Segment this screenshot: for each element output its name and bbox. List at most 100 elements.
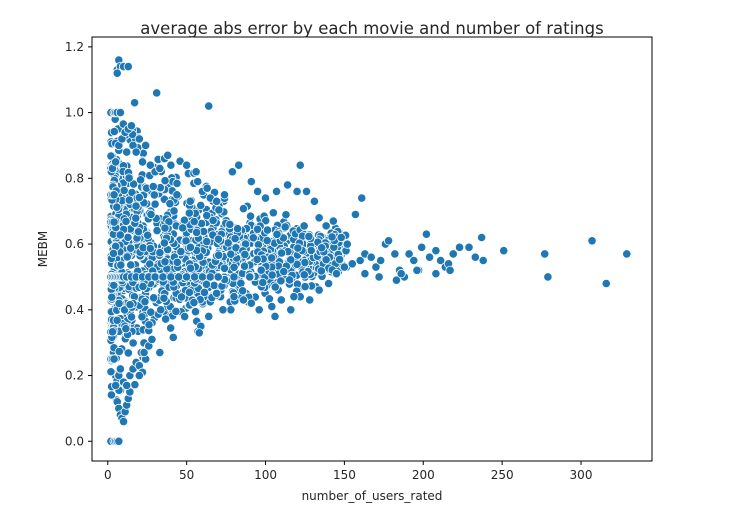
scatter-point [139, 347, 149, 358]
scatter-point [421, 229, 432, 239]
scatter-point [383, 236, 394, 246]
scatter-point [339, 262, 349, 272]
scatter-point [146, 209, 156, 220]
scatter-point [454, 242, 465, 252]
scatter-point [118, 416, 129, 427]
scatter-point [248, 233, 258, 243]
scatter-point [238, 204, 249, 214]
scatter-point [150, 272, 160, 282]
scatter-point [464, 242, 474, 252]
scatter-point [134, 192, 144, 203]
x-tick-label: 50 [179, 468, 194, 482]
scatter-point [189, 272, 200, 282]
scatter-point [192, 227, 202, 238]
scatter-point [202, 210, 212, 221]
scatter-point [204, 311, 214, 321]
scatter-point [199, 287, 210, 297]
scatter-point [184, 287, 195, 297]
scatter-point [109, 126, 119, 137]
scatter-point [267, 270, 277, 280]
scatter-point [116, 260, 126, 270]
scatter-point [229, 272, 239, 282]
scatter-point [149, 293, 159, 303]
scatter-point [270, 311, 280, 321]
scatter-point [123, 61, 133, 72]
scatter-point [391, 275, 402, 285]
scatter-point [137, 157, 148, 167]
scatter-point [219, 190, 230, 200]
scatter-point [114, 346, 124, 357]
scatter-point [214, 205, 224, 215]
scatter-point [182, 160, 192, 170]
scatter-point [347, 259, 357, 269]
scatter-point [205, 272, 215, 282]
scatter-point [145, 160, 155, 170]
scatter-point [191, 167, 201, 177]
scatter-point [174, 272, 184, 282]
scatter-point [331, 269, 342, 279]
scatter-point [176, 292, 187, 302]
scatter-point [309, 196, 320, 206]
scatter-point [477, 232, 487, 243]
x-tick-label: 150 [333, 468, 356, 482]
scatter-point [115, 230, 125, 240]
scatter-point [121, 216, 131, 226]
scatter-point [292, 259, 302, 269]
scatter-point [213, 234, 224, 244]
scatter-point [178, 223, 188, 233]
scatter-point [238, 295, 249, 305]
scatter-point [314, 285, 324, 295]
scatter-point [128, 338, 138, 348]
scatter-point [208, 215, 218, 226]
scatter-point [360, 269, 370, 279]
scatter-point [478, 255, 488, 266]
scatter-point [106, 367, 116, 377]
scatter-point [238, 286, 248, 296]
scatter-point [144, 320, 154, 330]
scatter-point [276, 295, 286, 305]
chart-title: average abs error by each movie and numb… [140, 19, 603, 38]
y-axis-label: MEBM [36, 231, 50, 268]
scatter-point [272, 229, 282, 239]
scatter-point [245, 272, 255, 282]
scatter-point [280, 222, 290, 232]
scatter-point [145, 243, 155, 253]
scatter-point [304, 231, 314, 241]
scatter-point [289, 292, 299, 302]
scatter-point [252, 254, 262, 264]
scatter-point [260, 193, 271, 203]
scatter-point [124, 173, 134, 183]
scatter-point [122, 147, 132, 157]
scatter-point [300, 257, 310, 268]
scatter-point [314, 213, 324, 223]
scatter-point [334, 254, 345, 264]
scatter-point [267, 301, 277, 312]
scatter-point [159, 293, 169, 303]
scatter-point [159, 238, 169, 248]
scatter-point [112, 68, 122, 78]
scatter-point [182, 272, 192, 282]
scatter-point [129, 98, 140, 108]
scatter-point [180, 312, 190, 322]
scatter-point [286, 255, 296, 265]
scatter-point [114, 298, 124, 308]
scatter-point [371, 262, 381, 272]
scatter-point [355, 255, 365, 266]
scatter-point [543, 272, 553, 282]
scatter-point [146, 307, 156, 317]
scatter-point [172, 178, 182, 188]
scatter-point [147, 334, 157, 344]
y-tick-label: 0.0 [65, 434, 84, 448]
scatter-point [166, 323, 176, 333]
scatter-point [148, 181, 158, 192]
scatter-point [111, 157, 121, 167]
scatter-point [130, 380, 140, 390]
scatter-point [202, 236, 212, 247]
scatter-point [213, 272, 223, 282]
scatter-point [156, 305, 166, 315]
scatter-point [189, 216, 199, 227]
scatter-point [163, 150, 173, 160]
scatter-point [336, 232, 346, 243]
scatter-point [214, 250, 224, 260]
